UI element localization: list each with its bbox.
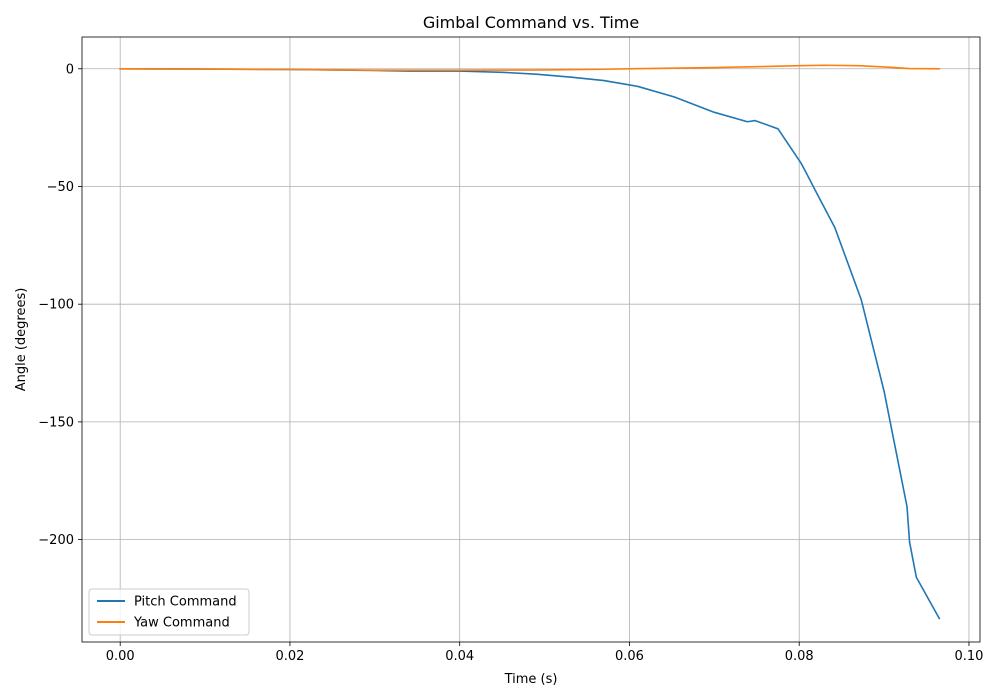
x-tick-label: 0.06 — [615, 649, 644, 664]
legend-label-pitch: Pitch Command — [134, 595, 237, 610]
legend-label-yaw: Yaw Command — [133, 616, 230, 631]
x-tick-label: 0.02 — [275, 649, 304, 664]
y-tick-label: −50 — [47, 180, 74, 195]
legend: Pitch Command Yaw Command — [88, 588, 250, 636]
y-tick-label: −100 — [38, 298, 74, 313]
tick-layer: 0.00 0.02 0.04 0.06 0.08 0.10 0 −50 −100 −150 −200 — [38, 62, 983, 664]
y-tick-label: −150 — [38, 415, 74, 430]
x-tick-label: 0.10 — [954, 649, 983, 664]
legend-box — [88, 588, 250, 636]
series-line-yaw — [119, 64, 941, 71]
x-tick-label: 0.08 — [785, 649, 814, 664]
y-tick-label: 0 — [66, 62, 74, 77]
plot-frame — [81, 36, 981, 643]
x-axis-title: Time (s) — [504, 672, 558, 687]
series-line-pitch — [119, 67, 941, 620]
y-axis-title: Angle (degrees) — [14, 288, 29, 392]
x-tick-label: 0.00 — [106, 649, 135, 664]
grid-layer — [82, 37, 980, 642]
chart-title: Gimbal Command vs. Time — [423, 13, 639, 32]
series-layer — [119, 64, 941, 620]
x-tick-label: 0.04 — [445, 649, 474, 664]
y-tick-label: −200 — [38, 533, 74, 548]
